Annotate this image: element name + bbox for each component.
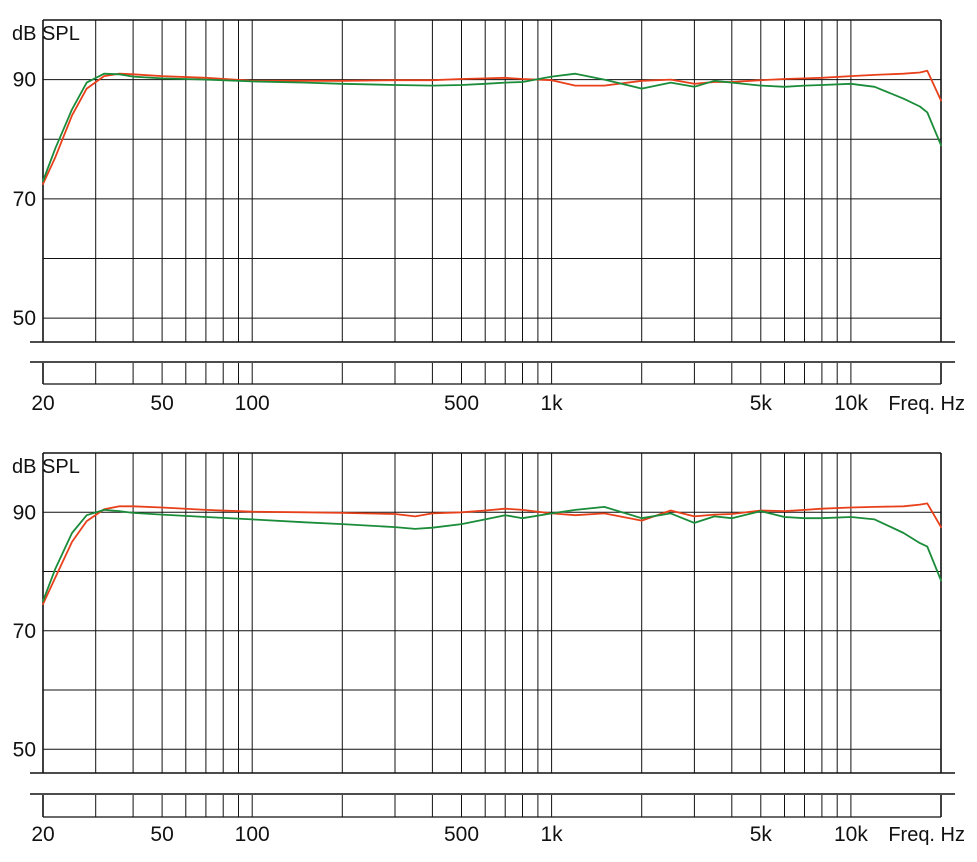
x-tick-label: 100 [235, 392, 270, 415]
x-tick-label: 100 [235, 823, 270, 846]
vertical-grid [95, 20, 852, 384]
x-tick-label: 500 [444, 392, 479, 415]
frequency-response-chart-bottom: dB SPL 90 70 50 20 50 100 500 1k 5k 10k Freq. Hz [12, 452, 965, 846]
x-tick-label: 10k [834, 823, 868, 846]
vertical-grid [95, 453, 852, 817]
y-axis-unit-label: dB SPL [12, 23, 80, 45]
horizontal-grid [43, 511, 941, 750]
response-curve-green [42, 505, 942, 602]
x-tick-label: 1k [541, 823, 564, 846]
response-curve-red [42, 502, 942, 605]
plot-frame [30, 452, 955, 818]
frequency-response-chart-top: dB SPL 90 70 50 20 50 100 500 1k 5k 10k Freq. Hz [12, 19, 965, 415]
x-tick-label: 20 [31, 823, 54, 846]
x-tick-label: 50 [150, 392, 173, 415]
x-tick-label: 50 [150, 823, 173, 846]
y-tick-label: 90 [13, 69, 36, 92]
y-tick-label: 90 [13, 501, 36, 524]
x-tick-label: 20 [31, 392, 54, 415]
horizontal-grid [43, 79, 941, 319]
x-tick-label: 5k [750, 392, 773, 415]
plot-frame [30, 19, 955, 385]
y-axis-unit-label: dB SPL [12, 456, 80, 478]
x-tick-label: 1k [541, 392, 564, 415]
x-tick-label: 10k [834, 392, 868, 415]
x-axis-unit-label: Freq. Hz [888, 824, 965, 846]
response-curve-green [42, 72, 942, 182]
response-curve-red [42, 69, 942, 185]
x-tick-label: 5k [750, 823, 773, 846]
y-tick-label: 50 [13, 307, 36, 330]
y-tick-label: 70 [13, 188, 36, 211]
x-axis-unit-label: Freq. Hz [888, 393, 965, 415]
x-tick-label: 500 [444, 823, 479, 846]
y-tick-label: 50 [13, 738, 36, 761]
y-tick-label: 70 [13, 620, 36, 643]
